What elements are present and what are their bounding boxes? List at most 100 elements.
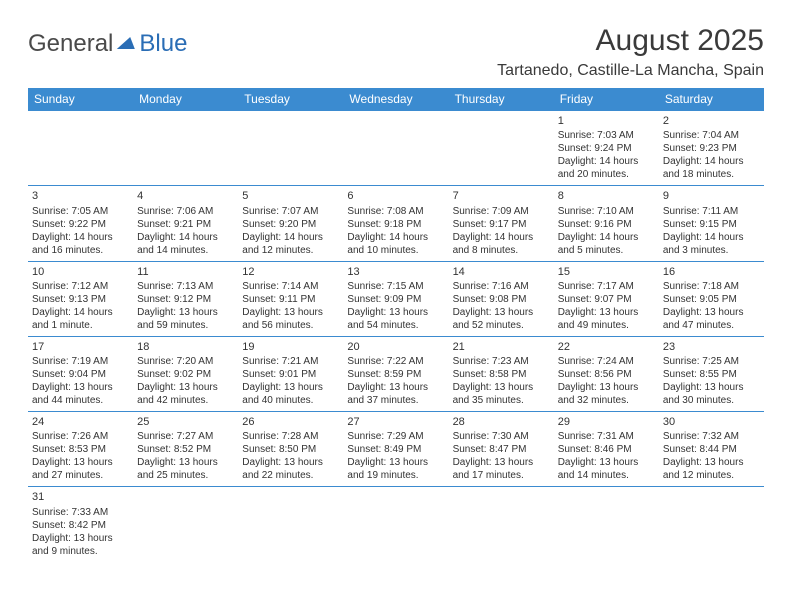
- calendar-day-cell: 6Sunrise: 7:08 AMSunset: 9:18 PMDaylight…: [343, 186, 448, 261]
- month-title: August 2025: [497, 24, 764, 58]
- sunrise-text: Sunrise: 7:15 AM: [347, 280, 444, 293]
- calendar-day-cell: 29Sunrise: 7:31 AMSunset: 8:46 PMDayligh…: [554, 412, 659, 487]
- sunrise-text: Sunrise: 7:31 AM: [558, 430, 655, 443]
- sunset-text: Sunset: 9:21 PM: [137, 218, 234, 231]
- sunset-text: Sunset: 9:02 PM: [137, 368, 234, 381]
- daylight-text: and 5 minutes.: [558, 244, 655, 257]
- daylight-text: Daylight: 13 hours: [32, 532, 129, 545]
- col-monday: Monday: [133, 88, 238, 111]
- calendar-day-cell: 22Sunrise: 7:24 AMSunset: 8:56 PMDayligh…: [554, 336, 659, 411]
- daylight-text: and 47 minutes.: [663, 319, 760, 332]
- daylight-text: Daylight: 13 hours: [558, 306, 655, 319]
- day-number: 9: [663, 189, 760, 203]
- calendar-day-cell: 12Sunrise: 7:14 AMSunset: 9:11 PMDayligh…: [238, 261, 343, 336]
- daylight-text: Daylight: 14 hours: [347, 231, 444, 244]
- day-number: 19: [242, 340, 339, 354]
- sunrise-text: Sunrise: 7:12 AM: [32, 280, 129, 293]
- daylight-text: Daylight: 13 hours: [663, 306, 760, 319]
- calendar-week-row: 24Sunrise: 7:26 AMSunset: 8:53 PMDayligh…: [28, 412, 764, 487]
- title-block: August 2025 Tartanedo, Castille-La Manch…: [497, 24, 764, 80]
- daylight-text: and 35 minutes.: [453, 394, 550, 407]
- calendar-day-cell: 5Sunrise: 7:07 AMSunset: 9:20 PMDaylight…: [238, 186, 343, 261]
- sunrise-text: Sunrise: 7:20 AM: [137, 355, 234, 368]
- sunrise-text: Sunrise: 7:04 AM: [663, 129, 760, 142]
- sail-icon: [117, 37, 139, 49]
- calendar-table: Sunday Monday Tuesday Wednesday Thursday…: [28, 88, 764, 562]
- sunset-text: Sunset: 8:47 PM: [453, 443, 550, 456]
- calendar-day-cell: [133, 487, 238, 562]
- day-number: 12: [242, 265, 339, 279]
- day-number: 21: [453, 340, 550, 354]
- calendar-day-cell: 24Sunrise: 7:26 AMSunset: 8:53 PMDayligh…: [28, 412, 133, 487]
- sunset-text: Sunset: 9:20 PM: [242, 218, 339, 231]
- sunset-text: Sunset: 9:11 PM: [242, 293, 339, 306]
- calendar-day-cell: [343, 111, 448, 186]
- sunrise-text: Sunrise: 7:19 AM: [32, 355, 129, 368]
- day-number: 5: [242, 189, 339, 203]
- calendar-week-row: 1Sunrise: 7:03 AMSunset: 9:24 PMDaylight…: [28, 111, 764, 186]
- day-number: 22: [558, 340, 655, 354]
- daylight-text: Daylight: 13 hours: [347, 306, 444, 319]
- daylight-text: and 42 minutes.: [137, 394, 234, 407]
- calendar-week-row: 17Sunrise: 7:19 AMSunset: 9:04 PM Dayligh…: [28, 336, 764, 411]
- col-wednesday: Wednesday: [343, 88, 448, 111]
- sunset-text: Sunset: 9:23 PM: [663, 142, 760, 155]
- sunset-text: Sunset: 8:58 PM: [453, 368, 550, 381]
- sunrise-text: Sunrise: 7:24 AM: [558, 355, 655, 368]
- sunrise-text: Sunrise: 7:14 AM: [242, 280, 339, 293]
- sunset-text: Sunset: 8:49 PM: [347, 443, 444, 456]
- calendar-day-cell: 1Sunrise: 7:03 AMSunset: 9:24 PMDaylight…: [554, 111, 659, 186]
- daylight-text: and 25 minutes.: [137, 469, 234, 482]
- daylight-text: and 1 minute.: [32, 319, 129, 332]
- sunrise-text: Sunrise: 7:26 AM: [32, 430, 129, 443]
- calendar-day-cell: 26Sunrise: 7:28 AMSunset: 8:50 PMDayligh…: [238, 412, 343, 487]
- location-subtitle: Tartanedo, Castille-La Mancha, Spain: [497, 62, 764, 80]
- day-number: 23: [663, 340, 760, 354]
- sunset-text: Sunset: 9:16 PM: [558, 218, 655, 231]
- daylight-text: and 10 minutes.: [347, 244, 444, 257]
- day-number: 27: [347, 415, 444, 429]
- daylight-text: and 52 minutes.: [453, 319, 550, 332]
- calendar-day-cell: 18Sunrise: 7:20 AMSunset: 9:02 PMDayligh…: [133, 336, 238, 411]
- day-number: 14: [453, 265, 550, 279]
- calendar-body: 1Sunrise: 7:03 AMSunset: 9:24 PMDaylight…: [28, 111, 764, 562]
- sunset-text: Sunset: 9:04 PM: [32, 368, 129, 381]
- sunset-text: Sunset: 9:15 PM: [663, 218, 760, 231]
- daylight-text: and 19 minutes.: [347, 469, 444, 482]
- daylight-text: Daylight: 13 hours: [347, 381, 444, 394]
- day-number: 28: [453, 415, 550, 429]
- calendar-day-cell: [343, 487, 448, 562]
- daylight-text: and 12 minutes.: [663, 469, 760, 482]
- day-number: 3: [32, 189, 129, 203]
- sunrise-text: Sunrise: 7:32 AM: [663, 430, 760, 443]
- daylight-text: and 3 minutes.: [663, 244, 760, 257]
- calendar-day-cell: [449, 111, 554, 186]
- day-number: 17: [32, 340, 129, 354]
- daylight-text: Daylight: 14 hours: [663, 231, 760, 244]
- sunrise-text: Sunrise: 7:06 AM: [137, 205, 234, 218]
- sunrise-text: Sunrise: 7:29 AM: [347, 430, 444, 443]
- sunrise-text: Sunrise: 7:28 AM: [242, 430, 339, 443]
- daylight-text: and 27 minutes.: [32, 469, 129, 482]
- calendar-page: General Blue August 2025 Tartanedo, Cast…: [0, 0, 792, 572]
- col-tuesday: Tuesday: [238, 88, 343, 111]
- day-number: 2: [663, 114, 760, 128]
- sunrise-text: Sunrise: 7:16 AM: [453, 280, 550, 293]
- calendar-week-row: 31Sunrise: 7:33 AMSunset: 8:42 PMDayligh…: [28, 487, 764, 562]
- header: General Blue August 2025 Tartanedo, Cast…: [28, 24, 764, 80]
- daylight-text: Daylight: 13 hours: [242, 456, 339, 469]
- calendar-day-cell: 16Sunrise: 7:18 AMSunset: 9:05 PMDayligh…: [659, 261, 764, 336]
- sunrise-text: Sunrise: 7:09 AM: [453, 205, 550, 218]
- sunrise-text: Sunrise: 7:10 AM: [558, 205, 655, 218]
- sunset-text: Sunset: 9:08 PM: [453, 293, 550, 306]
- logo: General Blue: [28, 24, 187, 58]
- sunrise-text: Sunrise: 7:25 AM: [663, 355, 760, 368]
- sunset-text: Sunset: 8:56 PM: [558, 368, 655, 381]
- calendar-day-cell: 21Sunrise: 7:23 AMSunset: 8:58 PMDayligh…: [449, 336, 554, 411]
- col-thursday: Thursday: [449, 88, 554, 111]
- sunset-text: Sunset: 9:09 PM: [347, 293, 444, 306]
- calendar-day-cell: 28Sunrise: 7:30 AMSunset: 8:47 PMDayligh…: [449, 412, 554, 487]
- day-number: 31: [32, 490, 129, 504]
- calendar-day-cell: [133, 111, 238, 186]
- day-number: 11: [137, 265, 234, 279]
